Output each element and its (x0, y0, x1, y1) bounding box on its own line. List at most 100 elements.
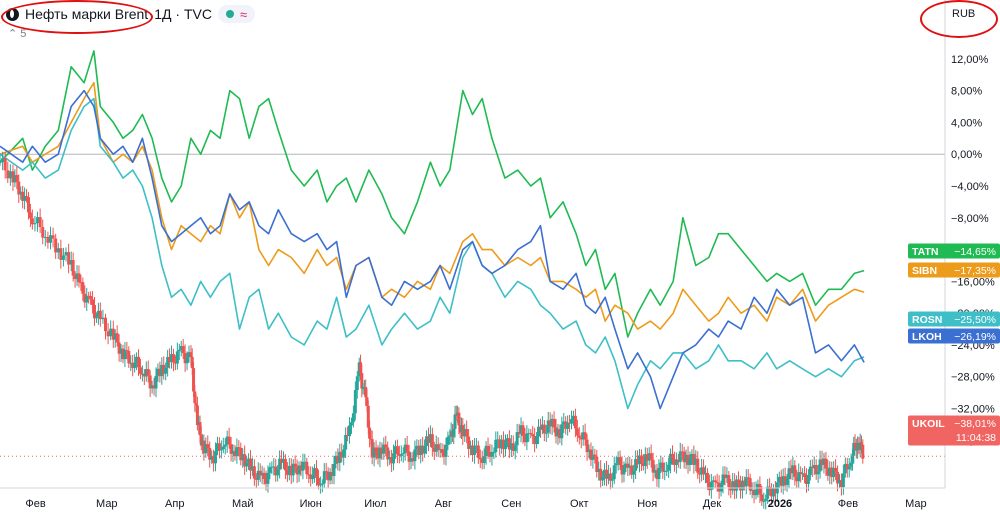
ukoil-candle (705, 472, 709, 483)
ukoil-candle (397, 454, 401, 456)
ukoil-candle (87, 295, 91, 297)
ukoil-candle (61, 255, 65, 260)
indicators-toggle[interactable]: ⌃ 5 (8, 28, 27, 40)
ukoil-candle (540, 424, 544, 430)
ukoil-candle (193, 391, 197, 404)
ukoil-candle (622, 467, 626, 475)
ukoil-candle (517, 432, 521, 434)
ukoil-candle (577, 435, 581, 438)
ukoil-candle (322, 471, 326, 484)
ukoil-candle (204, 444, 208, 454)
ukoil-candle (448, 435, 452, 437)
ukoil-candle (529, 433, 533, 435)
value-label-value: −17,35% (954, 265, 996, 277)
x-tick-label: Июн (300, 498, 322, 510)
ukoil-candle (531, 434, 535, 436)
ukoil-candle (850, 455, 854, 463)
ukoil-candle (113, 333, 117, 340)
y-tick-label: −8,00% (951, 213, 989, 225)
ukoil-candle (467, 436, 471, 449)
ukoil-candle (766, 486, 770, 499)
ukoil-candle (758, 484, 762, 495)
ukoil-candle (694, 458, 698, 465)
ukoil-candle (348, 425, 352, 437)
ukoil-candle (121, 348, 125, 360)
ukoil-candle (237, 447, 241, 449)
ukoil-candle (403, 444, 407, 454)
ukoil-candle (359, 362, 363, 374)
ukoil-candle (672, 459, 676, 465)
ukoil-candle (721, 474, 725, 485)
ukoil-candle (667, 464, 671, 471)
ukoil-candle (233, 450, 237, 457)
ukoil-candle (711, 480, 715, 482)
ukoil-candle (71, 260, 75, 276)
ukoil-candle (231, 450, 235, 454)
value-label-bg (908, 415, 1000, 446)
x-tick-label: Сен (501, 498, 521, 510)
ukoil-candle (816, 471, 820, 475)
ukoil-candle (773, 488, 777, 494)
ukoil-candle (214, 451, 218, 464)
ukoil-candle (674, 459, 678, 465)
status-pill[interactable]: ≈ (217, 5, 256, 23)
ukoil-candle (457, 412, 461, 426)
x-tick-label: Мар (96, 498, 118, 510)
ukoil-candle (496, 439, 500, 441)
ukoil-candle (227, 436, 231, 445)
ukoil-candle (752, 490, 756, 496)
ukoil-candle (822, 458, 826, 465)
ukoil-candle (25, 196, 29, 198)
ukoil-candle (544, 432, 548, 434)
value-label-bg (908, 243, 1000, 259)
ukoil-candle (148, 375, 152, 389)
ukoil-candle (254, 478, 258, 480)
ukoil-candle (318, 484, 322, 486)
ukoil-candle (166, 356, 170, 368)
series-UKOIL (0, 151, 945, 510)
ukoil-candle (307, 474, 311, 476)
ukoil-candle (738, 483, 742, 491)
ukoil-candle (461, 425, 465, 437)
ukoil-candle (777, 476, 781, 483)
ukoil-candle (554, 427, 558, 437)
ukoil-candle (158, 368, 162, 377)
ukoil-candle (812, 465, 816, 469)
ukoil-candle (713, 480, 717, 483)
ukoil-candle (353, 390, 357, 414)
ukoil-candle (366, 405, 370, 428)
ukoil-candle (803, 473, 807, 478)
ukoil-candle (474, 445, 478, 447)
ukoil-candle (820, 459, 824, 465)
ukoil-candle (315, 468, 319, 478)
ukoil-candle (570, 419, 574, 424)
ukoil-candle (313, 468, 317, 475)
ukoil-candle (328, 472, 332, 481)
ukoil-candle (704, 472, 708, 475)
ukoil-candle (513, 445, 517, 451)
symbol-interval[interactable]: 1Д · TVC (154, 6, 212, 22)
ukoil-candle (591, 454, 595, 460)
ukoil-candle (89, 295, 93, 300)
ukoil-candle (573, 415, 577, 429)
ukoil-candle (117, 342, 121, 354)
ukoil-candle (488, 451, 492, 457)
ukoil-candle (23, 196, 27, 201)
y-tick-label: −4,00% (951, 181, 989, 193)
ukoil-candle (248, 458, 252, 471)
ukoil-candle (104, 317, 108, 332)
ukoil-candle (59, 248, 63, 260)
ukoil-candle (208, 447, 212, 460)
ukoil-candle (733, 481, 737, 491)
ukoil-candle (849, 462, 853, 467)
ukoil-candle (202, 440, 206, 454)
ukoil-candle (669, 453, 673, 465)
ukoil-candle (717, 483, 721, 492)
ukoil-candle (626, 463, 630, 468)
ukoil-candle (330, 472, 334, 477)
ukoil-candle (482, 456, 486, 463)
ukoil-candle (440, 449, 444, 453)
ukoil-candle (744, 477, 748, 487)
ukoil-candle (762, 500, 766, 502)
